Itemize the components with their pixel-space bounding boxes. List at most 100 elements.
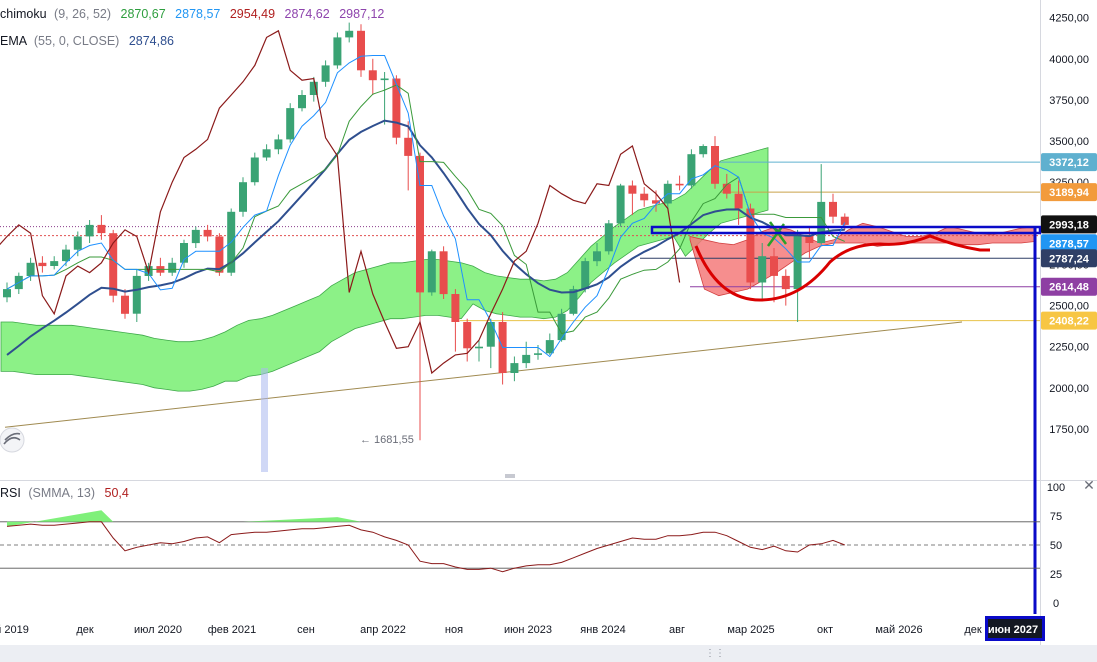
price-axis-tick: 2250,00 (1049, 342, 1089, 354)
volume-highlight-bar (261, 368, 268, 472)
ema-params: (55, 0, CLOSE) (34, 34, 119, 48)
candle-body (3, 289, 11, 298)
time-label-highlight-bg (988, 619, 1042, 638)
candle-body (180, 243, 188, 263)
candle-body (569, 289, 578, 314)
ichimoku-value-5: 2987,12 (339, 7, 384, 21)
candle-body (404, 137, 413, 156)
candle-body (758, 256, 767, 283)
candle-body (770, 256, 778, 276)
overlay-layer: ← 1681,55 (0, 29, 1042, 614)
candle (616, 183, 625, 227)
candle-body (817, 201, 826, 243)
price-axis-tick: 4250,00 (1049, 13, 1089, 25)
candle-body (734, 193, 743, 209)
candle-body (746, 208, 755, 283)
candle (604, 220, 613, 255)
candle (416, 152, 424, 441)
rsi-axis-tick: 50 (1050, 540, 1062, 552)
price-axis-tick: 2500,00 (1049, 301, 1089, 313)
ichimoku-params: (9, 26, 52) (54, 7, 111, 21)
candle-body (439, 251, 448, 295)
candle (557, 308, 566, 342)
candle (97, 215, 106, 240)
candle-body (628, 185, 637, 194)
rsi-axis-tick: 100 (1047, 482, 1065, 494)
candle (758, 243, 767, 299)
candle-body (309, 81, 318, 95)
kijun-line (6, 84, 845, 335)
ichimoku-value-4: 2874,62 (285, 7, 330, 21)
price-axis-tick: 2000,00 (1049, 383, 1089, 395)
candle (357, 24, 365, 77)
candle (451, 289, 460, 352)
candle (203, 224, 212, 242)
candle (132, 269, 141, 322)
candle-body (298, 95, 306, 109)
rsi-params: (SMMA, 13) (28, 486, 95, 500)
candle (85, 220, 94, 243)
candle-body (215, 236, 224, 273)
time-axis-tick: мар 2025 (727, 624, 774, 636)
candle (26, 257, 35, 281)
time-axis-tick: сен (297, 624, 315, 636)
candle-body (333, 37, 342, 66)
settings-icon[interactable] (0, 427, 25, 453)
candle-body (62, 249, 70, 262)
candle (510, 356, 519, 382)
candle (239, 177, 247, 217)
rsi-name: RSI (0, 486, 21, 500)
price-axis-tick: 3750,00 (1049, 95, 1089, 107)
candle-body (675, 183, 684, 186)
bottom-bar-grip-icon[interactable]: ⋮⋮ (705, 648, 725, 659)
ichimoku-legend[interactable]: chimoku (9, 26, 52) 2870,67 2878,57 2954… (0, 7, 384, 21)
candle-body (557, 313, 566, 341)
rsi-legend[interactable]: RSI (SMMA, 13) 50,4 (0, 486, 129, 500)
candle (522, 341, 531, 369)
ichimoku-value-3: 2954,49 (230, 7, 275, 21)
candle (73, 231, 82, 257)
price-label: 2408,22 (1049, 316, 1089, 328)
candle (569, 285, 578, 316)
candle (699, 144, 708, 158)
candle-body (687, 154, 696, 186)
rsi-overbought-fill (7, 510, 361, 527)
price-axis-tick: 1750,00 (1049, 424, 1089, 436)
candle (321, 60, 330, 87)
price-label: 2614,48 (1049, 282, 1089, 294)
candle (298, 90, 306, 112)
candle (368, 58, 377, 95)
candle (581, 257, 590, 293)
close-rsi-icon[interactable]: ✕ (1083, 477, 1095, 493)
candle (345, 22, 354, 43)
rsi-axis-tick: 75 (1050, 511, 1062, 523)
candle-body (38, 262, 47, 267)
candle-body (510, 363, 519, 373)
time-axis-tick: й 2019 (0, 624, 29, 636)
candle-body (132, 275, 141, 314)
candle-body (522, 354, 531, 364)
price-axis-tick: 4000,00 (1049, 54, 1089, 66)
ema-legend[interactable]: EMA (55, 0, CLOSE) 2874,86 (0, 34, 174, 48)
candle-body (829, 201, 837, 217)
candle (109, 229, 118, 303)
candle (250, 152, 259, 186)
forecast-curve (694, 234, 990, 302)
pane-resize-handle[interactable] (505, 474, 515, 478)
candle (333, 32, 342, 69)
time-axis-tick: май 2026 (875, 624, 922, 636)
time-axis-tick: дек (76, 624, 94, 636)
candle (50, 256, 59, 270)
candle-body (640, 193, 649, 201)
candle-body (616, 185, 625, 224)
candle (38, 256, 47, 273)
candle-body (203, 229, 212, 237)
candle-body (73, 236, 82, 250)
candle (121, 289, 129, 319)
candle-body (534, 353, 542, 355)
candle-body (26, 262, 35, 276)
time-axis-tick: апр 2022 (360, 624, 406, 636)
time-axis-tick: фев 2021 (208, 624, 257, 636)
time-axis-tick: янв 2024 (580, 624, 625, 636)
